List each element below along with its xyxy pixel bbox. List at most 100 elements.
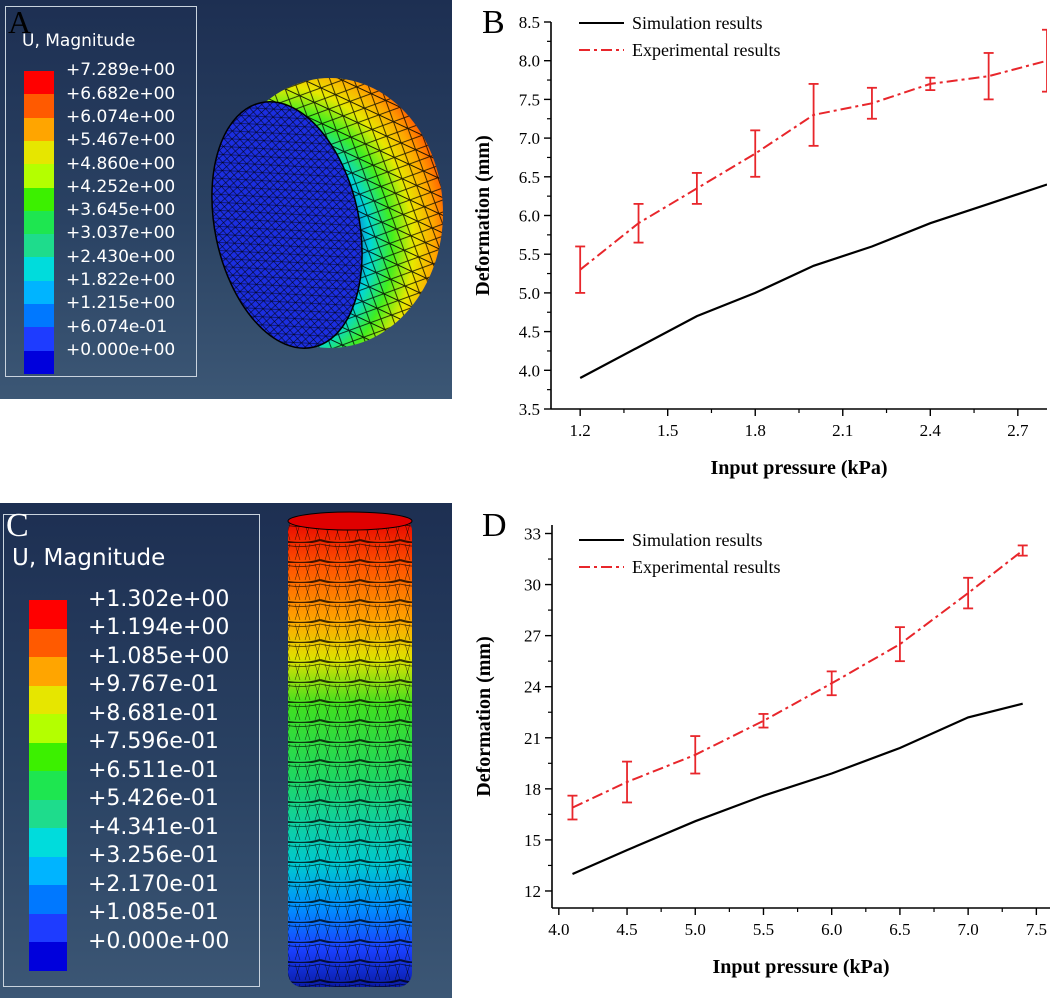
legend-value: +1.215e+00 [66,293,176,314]
legend-value: +2.170e-01 [88,871,219,897]
legend-value: +3.037e+00 [66,223,176,244]
y-axis-label: Deformation (mm) [473,636,495,797]
panel-b-chart: 1.2 1.5 1.8 2.1 2.4 2.7 3.5 4.0 4.5 5.0 5.5 6.0 6.5 7… [452,0,1052,490]
x-axis-label: Input pressure (kPa) [712,956,889,978]
legend-swatch [24,94,54,119]
x-tick-label: 1.5 [657,421,678,440]
legend-value: +3.645e+00 [66,200,176,221]
legend-swatch [24,140,54,165]
y-tick-label: 12 [524,882,541,901]
legend-swatch [24,210,54,235]
legend-label: Experimental results [632,557,780,577]
x-tick-label: 4.0 [548,920,569,939]
legend-swatch [29,771,67,800]
simulation-series-line [579,183,1047,379]
y-tick-label: 4.0 [519,361,540,380]
legend-swatch [24,280,54,305]
balloon-model [211,78,443,349]
panel-letter: A [8,4,32,40]
y-tick-label: 15 [524,831,541,850]
legend-value: +4.252e+00 [66,176,176,197]
legend-label: Simulation results [632,13,763,33]
y-axis-label: Deformation (mm) [472,135,494,296]
legend-swatch [29,628,67,658]
x-tick-label: 6.0 [821,920,842,939]
legend-value: +7.596e-01 [88,729,219,755]
y-tick-label: 21 [524,729,541,748]
legend-swatch [24,350,54,375]
panel-c-fea-render: U, Magnitude +1.302e+00 +1.194e+00 +1.085e… [0,503,452,998]
legend-label: Simulation results [632,530,763,550]
y-tick-label: 8.0 [519,52,540,71]
legend-swatch [29,714,67,743]
legend-swatch [29,828,67,857]
legend-swatch [24,71,54,95]
legend-value: +1.822e+00 [66,270,176,291]
legend-value: +1.085e-01 [88,900,219,926]
legend-value: +9.767e-01 [88,672,219,698]
y-tick-label: 6.0 [519,207,540,226]
legend-value: +3.256e-01 [88,843,219,869]
legend-value: +0.000e+00 [88,928,230,954]
x-tick-label: 2.4 [920,421,942,440]
legend-value: +6.682e+00 [66,83,176,104]
legend-value: +6.074e+00 [66,106,176,127]
legend-title: U, Magnitude [22,31,136,51]
legend-value: +1.194e+00 [88,615,230,641]
legend-value: +2.430e+00 [66,246,176,267]
panel-a-fea-render: U, Magnitude +7.289e+00 +6.682e+00 +6.074e… [0,0,452,399]
legend-swatch [29,657,67,686]
legend-value: +1.085e+00 [88,643,230,669]
legend-swatch [24,304,54,328]
x-tick-label: 4.5 [616,920,637,939]
y-tick-label: 7.0 [519,129,540,148]
experimental-series-line [572,549,1024,809]
legend-value: +5.426e-01 [88,786,219,812]
x-tick-label: 2.7 [1007,421,1029,440]
y-tick-label: 3.5 [519,400,540,419]
panel-letter: B [482,4,505,41]
x-tick-label: 7.0 [958,920,979,939]
panel-d-chart: 4.0 4.5 5.0 5.5 6.0 6.5 7.0 7.5 12 15 18 21 24 27 30 33… [452,503,1052,998]
legend-label: Experimental results [632,40,780,60]
x-axis-label: Input pressure (kPa) [710,457,887,479]
legend-title: U, Magnitude [12,545,166,571]
legend-swatch [29,685,67,715]
y-tick-label: 5.5 [519,245,540,264]
legend-swatch [24,187,54,212]
legend-value: +6.511e-01 [88,757,219,783]
x-tick-label: 7.5 [1026,920,1047,939]
chart-b-svg: 1.2 1.5 1.8 2.1 2.4 2.7 3.5 4.0 4.5 5.0 5.5 6.0 6.5 7… [472,13,1047,479]
legend-swatch [29,885,67,914]
panel-letter: D [482,507,507,544]
x-tick-label: 2.1 [832,421,853,440]
y-tick-label: 30 [524,576,541,595]
simulation-series-line [572,702,1023,876]
bellows-model [287,511,413,987]
legend-swatch [24,327,54,352]
x-tick-label: 1.8 [745,421,766,440]
legend-value: +1.302e+00 [88,586,230,612]
legend-box: U, Magnitude +1.302e+00 +1.194e+00 +1.085e… [3,514,260,987]
x-tick-label: 5.0 [685,920,706,939]
legend-swatch [29,742,67,772]
y-tick-label: 33 [524,525,541,544]
legend-value: +5.467e+00 [66,130,176,151]
y-tick-label: 18 [524,780,541,799]
legend-swatch [29,799,67,829]
y-tick-label: 4.5 [519,323,540,342]
chart-d-svg: 4.0 4.5 5.0 5.5 6.0 6.5 7.0 7.5 12 15 18 21 24 27 30 33… [473,525,1050,978]
legend-value: +8.681e-01 [88,700,219,726]
legend-swatch [29,942,67,971]
plot-area [575,28,1047,379]
y-tick-label: 7.5 [519,90,540,109]
legend-swatch [24,164,54,188]
legend-value: +4.341e-01 [88,814,219,840]
legend-swatch [29,913,67,943]
x-tick-label: 1.2 [570,421,591,440]
legend-value: +0.000e+00 [66,339,176,360]
legend-swatch [24,234,54,258]
legend-swatch [24,257,54,282]
legend-swatch [29,856,67,886]
y-tick-label: 24 [524,678,542,697]
